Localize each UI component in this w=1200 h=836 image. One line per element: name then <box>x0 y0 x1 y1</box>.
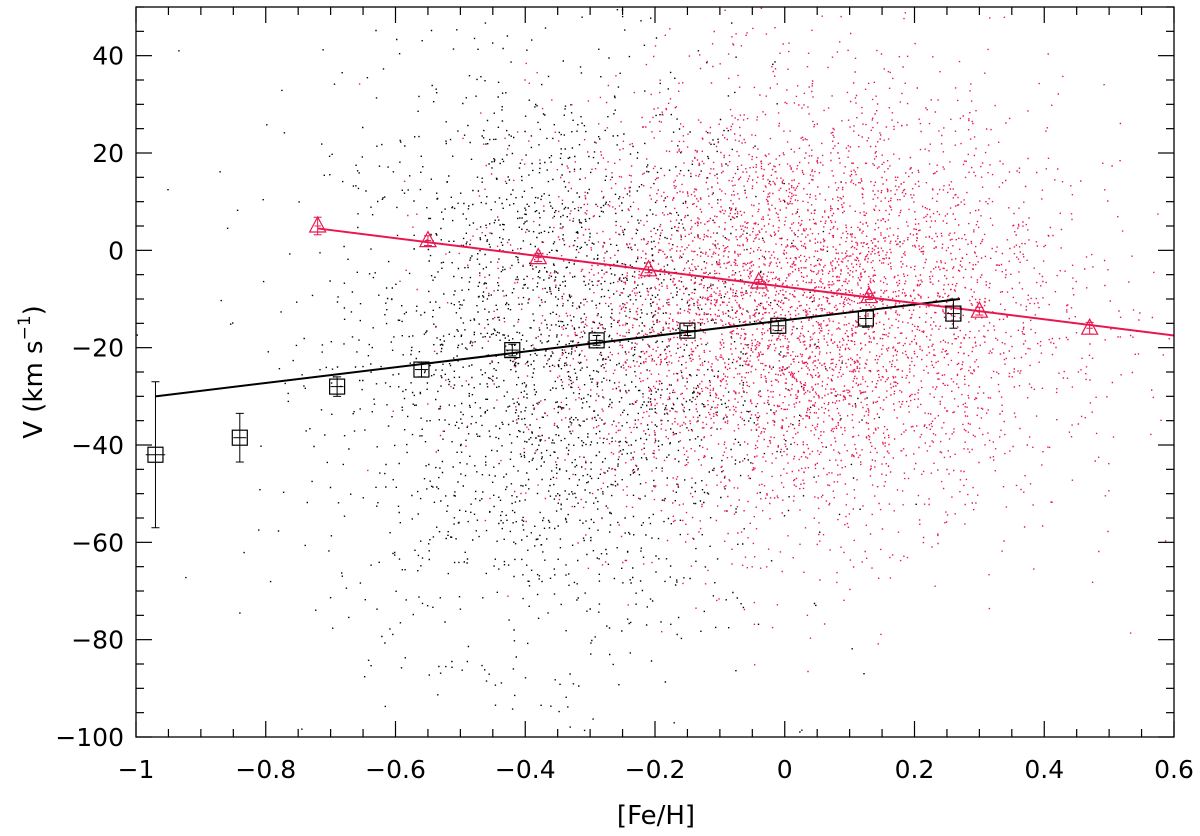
axis-labels: [Fe/H] V (km s−1) <box>15 305 695 831</box>
binned-markers <box>145 215 1099 529</box>
x-tick-label: 0 <box>777 755 793 784</box>
y-tick-label: −20 <box>71 334 124 363</box>
triangle-marker-2 <box>418 230 437 248</box>
triangle-symbol <box>970 300 989 318</box>
y-tick-label: −100 <box>55 723 124 752</box>
square-symbol <box>504 342 521 359</box>
y-axis-title: V (km s−1) <box>15 305 49 439</box>
square-symbol <box>857 310 874 327</box>
triangle-marker-6 <box>860 286 879 304</box>
triangle-marker-8 <box>1080 317 1099 335</box>
cloud-dots-1 <box>136 9 917 733</box>
y-tick-label: 20 <box>92 139 124 168</box>
triangle-marker-4 <box>639 259 658 277</box>
square-symbol <box>329 378 346 395</box>
square-symbol <box>679 322 696 339</box>
square-marker-8 <box>770 317 787 334</box>
triangle-symbol <box>418 230 437 248</box>
triangle-marker-1 <box>308 215 327 236</box>
triangle-symbol <box>749 271 768 289</box>
y-tick-label: −60 <box>71 528 124 557</box>
x-tick-label: −1 <box>118 755 155 784</box>
axes: −1 −0.8 −0.6 −0.4 −0.2 0 0.2 0.4 0.6 −100 −80 −60 −4… <box>55 6 1194 784</box>
x-tick-label: 0.2 <box>895 755 935 784</box>
x-tick-label: −0.6 <box>365 755 426 784</box>
square-marker-4 <box>413 361 430 378</box>
y-tick-label: 0 <box>108 236 124 265</box>
cloud-series-2 <box>358 7 1170 673</box>
triangle-symbol <box>639 259 658 277</box>
triangle-symbol <box>529 247 548 265</box>
triangle-marker-5 <box>749 271 768 289</box>
square-marker-2 <box>231 412 248 463</box>
triangle-marker-3 <box>529 247 548 265</box>
plot-frame <box>135 6 1175 738</box>
triangle-symbol <box>308 215 327 233</box>
square-symbol <box>770 317 787 334</box>
cloud-dots-2 <box>358 7 1170 673</box>
x-tick-label: −0.2 <box>625 755 686 784</box>
y-axis-title-sup: −1 <box>15 315 35 340</box>
triangle-marker-7 <box>970 300 989 318</box>
square-marker-9 <box>857 309 874 328</box>
x-tick-label: −0.8 <box>235 755 296 784</box>
x-axis-title: [Fe/H] <box>617 801 695 831</box>
square-marker-10 <box>945 298 962 329</box>
square-marker-5 <box>504 342 521 359</box>
square-marker-1 <box>145 381 166 529</box>
square-symbol <box>147 446 164 463</box>
fit-line-1 <box>155 298 961 398</box>
cloud-series-1 <box>136 9 917 733</box>
square-marker-3 <box>329 376 346 397</box>
square-symbol <box>413 361 430 378</box>
triangle-symbol <box>860 286 879 304</box>
square-symbol <box>231 429 248 446</box>
x-tick-label: −0.4 <box>495 755 556 784</box>
square-symbol <box>945 305 962 322</box>
y-tick-label: −80 <box>71 626 124 655</box>
y-tick-label: −40 <box>71 431 124 460</box>
square-symbol <box>588 332 605 349</box>
y-tick-label: 40 <box>92 42 124 71</box>
x-tick-label: 0.6 <box>1154 755 1194 784</box>
fit-line-2 <box>317 227 1175 337</box>
triangle-symbol <box>1080 317 1099 335</box>
y-axis-title-main: V (km s <box>19 340 49 438</box>
square-marker-7 <box>679 322 696 339</box>
scatter-cloud <box>136 7 1170 733</box>
square-marker-6 <box>588 332 605 349</box>
fit-lines <box>155 227 1175 398</box>
x-tick-label: 0.4 <box>1024 755 1064 784</box>
y-axis-title-close: ) <box>19 305 49 315</box>
